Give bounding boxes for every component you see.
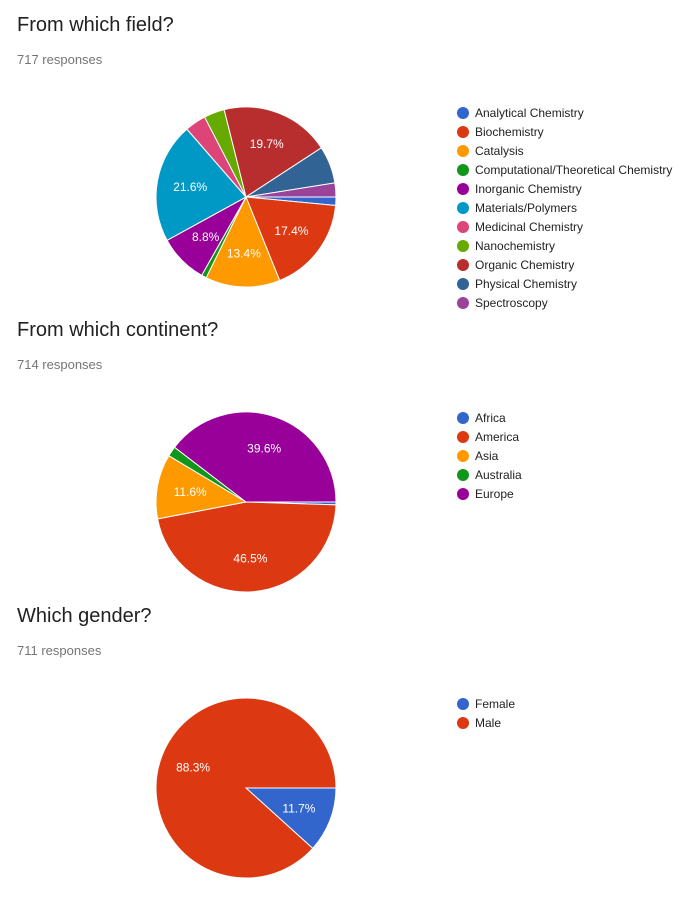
legend-dot-icon: [457, 487, 469, 500]
response-count: 711 responses: [17, 643, 102, 658]
legend-dot-icon: [457, 277, 469, 290]
pie-chart: 17.4% 13.4% 8.8% 21.6% 19.7%: [155, 106, 337, 288]
legend-dot-icon: [457, 716, 469, 729]
legend-label: Organic Chemistry: [475, 257, 575, 272]
pie-slice-biochemistry[interactable]: [245, 196, 337, 282]
legend-item[interactable]: Australia: [457, 465, 522, 484]
chart-title: From which continent?: [17, 319, 219, 341]
legend-item[interactable]: Female: [457, 694, 515, 713]
legend-label: Africa: [475, 410, 506, 425]
pie-slice-europe[interactable]: [173, 411, 337, 503]
slice-label: 39.6%: [247, 441, 281, 455]
legend-item[interactable]: Nanochemistry: [457, 236, 672, 255]
legend-item[interactable]: Organic Chemistry: [457, 255, 672, 274]
legend-label: Nanochemistry: [475, 238, 556, 253]
pie-chart: 11.7% 88.3%: [155, 697, 337, 879]
chart-gender: Which gender? 711 responses 11.7% 88.3% Fema…: [0, 605, 700, 895]
legend-label: Inorganic Chemistry: [475, 181, 582, 196]
legend-label: Europe: [475, 486, 514, 501]
chart-field: From which field? 717 responses 17.4% 13.4%…: [0, 14, 700, 314]
slice-label: 8.8%: [192, 230, 220, 244]
chart-title: From which field?: [17, 14, 174, 36]
legend-dot-icon: [457, 258, 469, 271]
legend-label: America: [475, 429, 520, 444]
legend-label: Materials/Polymers: [475, 200, 578, 215]
legend-dot-icon: [457, 697, 469, 710]
legend-label: Male: [475, 715, 502, 730]
legend: Female Male: [457, 694, 515, 732]
legend-item[interactable]: Biochemistry: [457, 122, 672, 141]
legend-label: Spectroscopy: [475, 295, 548, 310]
legend-item[interactable]: Analytical Chemistry: [457, 103, 672, 122]
legend-item[interactable]: America: [457, 427, 522, 446]
legend-dot-icon: [457, 220, 469, 233]
legend-item[interactable]: Medicinal Chemistry: [457, 217, 672, 236]
legend-item[interactable]: Catalysis: [457, 141, 672, 160]
legend-dot-icon: [457, 449, 469, 462]
legend-dot-icon: [457, 411, 469, 424]
legend-item[interactable]: Spectroscopy: [457, 293, 672, 312]
legend-dot-icon: [457, 106, 469, 119]
legend-label: Biochemistry: [475, 124, 544, 139]
pie-slice-america[interactable]: [157, 501, 337, 593]
pie-slice-materials-polymers[interactable]: [155, 128, 247, 242]
legend-label: Computational/Theoretical Chemistry: [475, 162, 673, 177]
legend-item[interactable]: Asia: [457, 446, 522, 465]
slice-label: 19.7%: [250, 137, 284, 151]
pie-chart: 46.5% 11.6% 39.6%: [155, 411, 337, 593]
legend-dot-icon: [457, 296, 469, 309]
legend-label: Asia: [475, 448, 499, 463]
legend: Analytical Chemistry Biochemistry Catalysi…: [457, 103, 672, 312]
slice-label: 13.4%: [227, 247, 261, 261]
legend-item[interactable]: Africa: [457, 408, 522, 427]
pie-slice-organic-chemistry[interactable]: [223, 106, 323, 198]
legend-dot-icon: [457, 182, 469, 195]
legend-dot-icon: [457, 144, 469, 157]
legend-dot-icon: [457, 163, 469, 176]
legend-item[interactable]: Male: [457, 713, 515, 732]
response-count: 714 responses: [17, 357, 103, 372]
legend-label: Analytical Chemistry: [475, 105, 584, 120]
pie-slice-spectroscopy[interactable]: [245, 182, 337, 198]
legend-label: Australia: [475, 467, 522, 482]
legend-label: Catalysis: [475, 143, 524, 158]
legend-dot-icon: [457, 468, 469, 481]
legend: Africa America Asia Australia Europe: [457, 408, 522, 503]
legend-dot-icon: [457, 239, 469, 252]
legend-item[interactable]: Physical Chemistry: [457, 274, 672, 293]
slice-label: 21.6%: [173, 180, 207, 194]
slice-label: 88.3%: [176, 761, 210, 775]
legend-dot-icon: [457, 430, 469, 443]
legend-dot-icon: [457, 201, 469, 214]
chart-title: Which gender?: [17, 605, 152, 627]
legend-label: Female: [475, 696, 516, 711]
slice-label: 11.6%: [174, 485, 207, 499]
pie-slice-catalysis[interactable]: [205, 195, 281, 288]
legend-item[interactable]: Materials/Polymers: [457, 198, 672, 217]
response-count: 717 responses: [17, 52, 103, 67]
legend-item[interactable]: Computational/Theoretical Chemistry: [457, 160, 672, 179]
slice-label: 17.4%: [274, 224, 308, 238]
legend-item[interactable]: Europe: [457, 484, 522, 503]
legend-item[interactable]: Inorganic Chemistry: [457, 179, 672, 198]
legend-dot-icon: [457, 125, 469, 138]
pie-slice-asia[interactable]: [155, 455, 248, 520]
legend-label: Physical Chemistry: [475, 276, 578, 291]
slice-label: 11.7%: [282, 801, 315, 815]
legend-label: Medicinal Chemistry: [475, 219, 584, 234]
slice-label: 46.5%: [233, 552, 267, 566]
pie-slice-male[interactable]: [155, 697, 337, 879]
pie-slice-female[interactable]: [244, 787, 337, 850]
chart-continent: From which continent? 714 responses 46.5% 1…: [0, 319, 700, 609]
